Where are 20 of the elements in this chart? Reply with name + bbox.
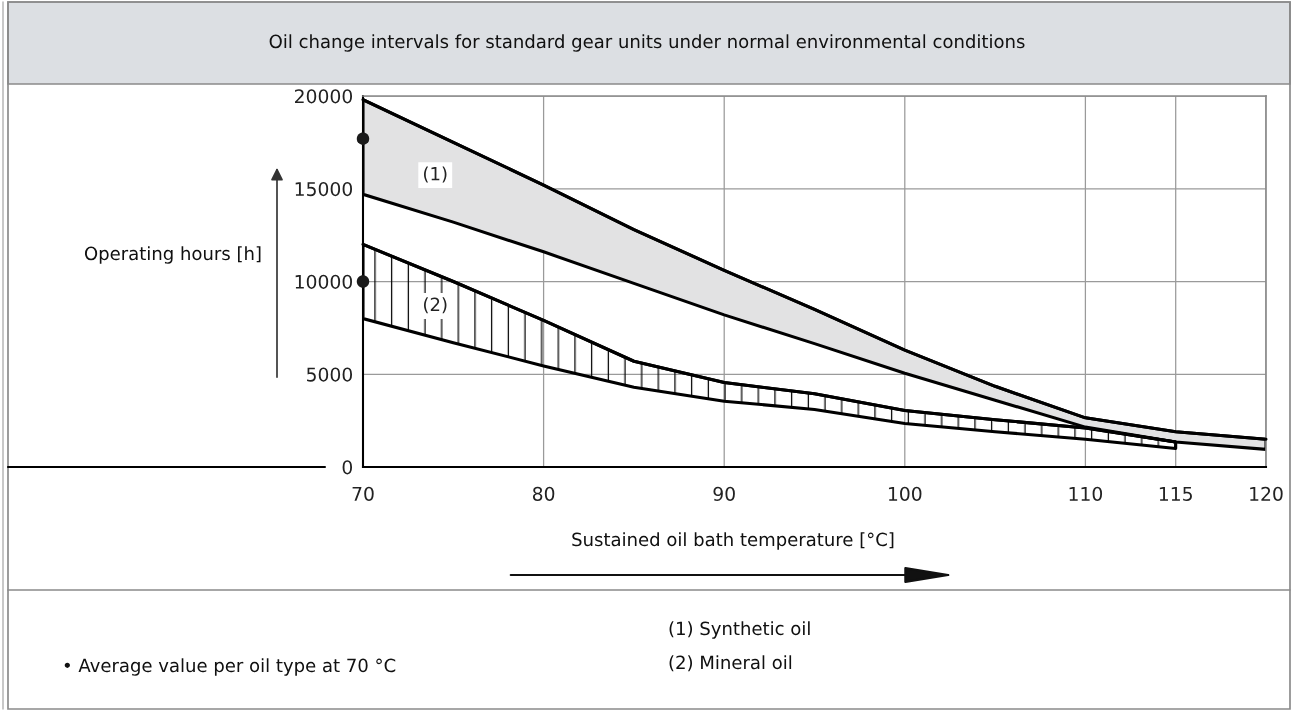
- y-axis-title: Operating hours [h]: [84, 246, 261, 264]
- y-tick-label: 5000: [307, 367, 353, 382]
- y-tick-label: 15000: [295, 181, 353, 197]
- chart-title: Oil change intervals for standard gear units under normal environmental conditions: [269, 34, 1025, 52]
- x-tick-label: 100: [888, 486, 922, 501]
- series-label: (1): [424, 166, 447, 183]
- x-tick-label: 120: [1250, 486, 1283, 501]
- y-tick-label: 0: [342, 460, 353, 475]
- x-tick-label: 80: [532, 486, 555, 501]
- x-tick-label: 115: [1159, 487, 1192, 501]
- text: (2) Mineral oil: [669, 655, 792, 672]
- series-label: (2): [424, 297, 447, 314]
- x-tick-label: 110: [1069, 486, 1103, 501]
- x-tick-label: 70: [352, 486, 374, 501]
- text: (1) Synthetic oil: [669, 621, 810, 639]
- y-tick-label: 20000: [295, 89, 353, 104]
- text: • Average value per oil type at 70 °C: [64, 658, 396, 676]
- y-tick-label: 10000: [295, 274, 353, 289]
- x-axis-title: Sustained oil bath temperature [°C]: [572, 532, 894, 550]
- x-tick-label: 90: [713, 486, 735, 501]
